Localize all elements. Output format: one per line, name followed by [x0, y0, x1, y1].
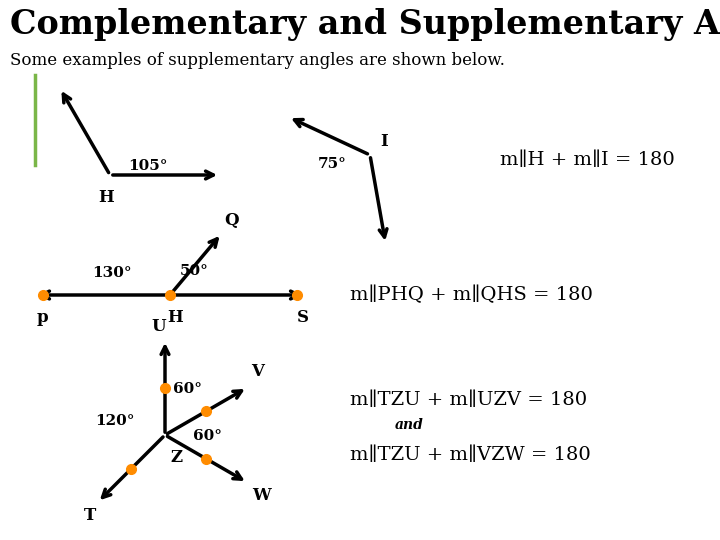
Text: 130°: 130°: [92, 266, 132, 280]
Text: Some examples of supplementary angles are shown below.: Some examples of supplementary angles ar…: [10, 52, 505, 69]
Text: Z: Z: [170, 449, 182, 466]
Text: 120°: 120°: [95, 414, 135, 428]
Text: 105°: 105°: [128, 159, 168, 173]
Text: S: S: [297, 309, 309, 326]
Text: and: and: [395, 418, 424, 432]
Text: T: T: [84, 507, 96, 524]
Text: 60°: 60°: [173, 382, 202, 396]
Text: 60°: 60°: [193, 429, 222, 443]
Text: H: H: [167, 309, 183, 326]
Text: m∥TZU + m∥VZW = 180: m∥TZU + m∥VZW = 180: [350, 446, 590, 464]
Text: I: I: [380, 133, 388, 150]
Text: 50°: 50°: [180, 264, 209, 278]
Text: V: V: [251, 362, 264, 380]
Text: 75°: 75°: [318, 157, 347, 171]
Text: W: W: [252, 488, 271, 504]
Text: U: U: [151, 318, 166, 335]
Text: m∥PHQ + m∥QHS = 180: m∥PHQ + m∥QHS = 180: [350, 286, 593, 304]
Text: m∥H + m∥I = 180: m∥H + m∥I = 180: [500, 151, 675, 169]
Text: H: H: [98, 189, 114, 206]
Text: p: p: [37, 309, 49, 326]
Text: Q: Q: [225, 212, 239, 229]
Text: Complementary and Supplementary Angles: Complementary and Supplementary Angles: [10, 8, 720, 41]
Text: m∥TZU + m∥UZV = 180: m∥TZU + m∥UZV = 180: [350, 391, 587, 409]
